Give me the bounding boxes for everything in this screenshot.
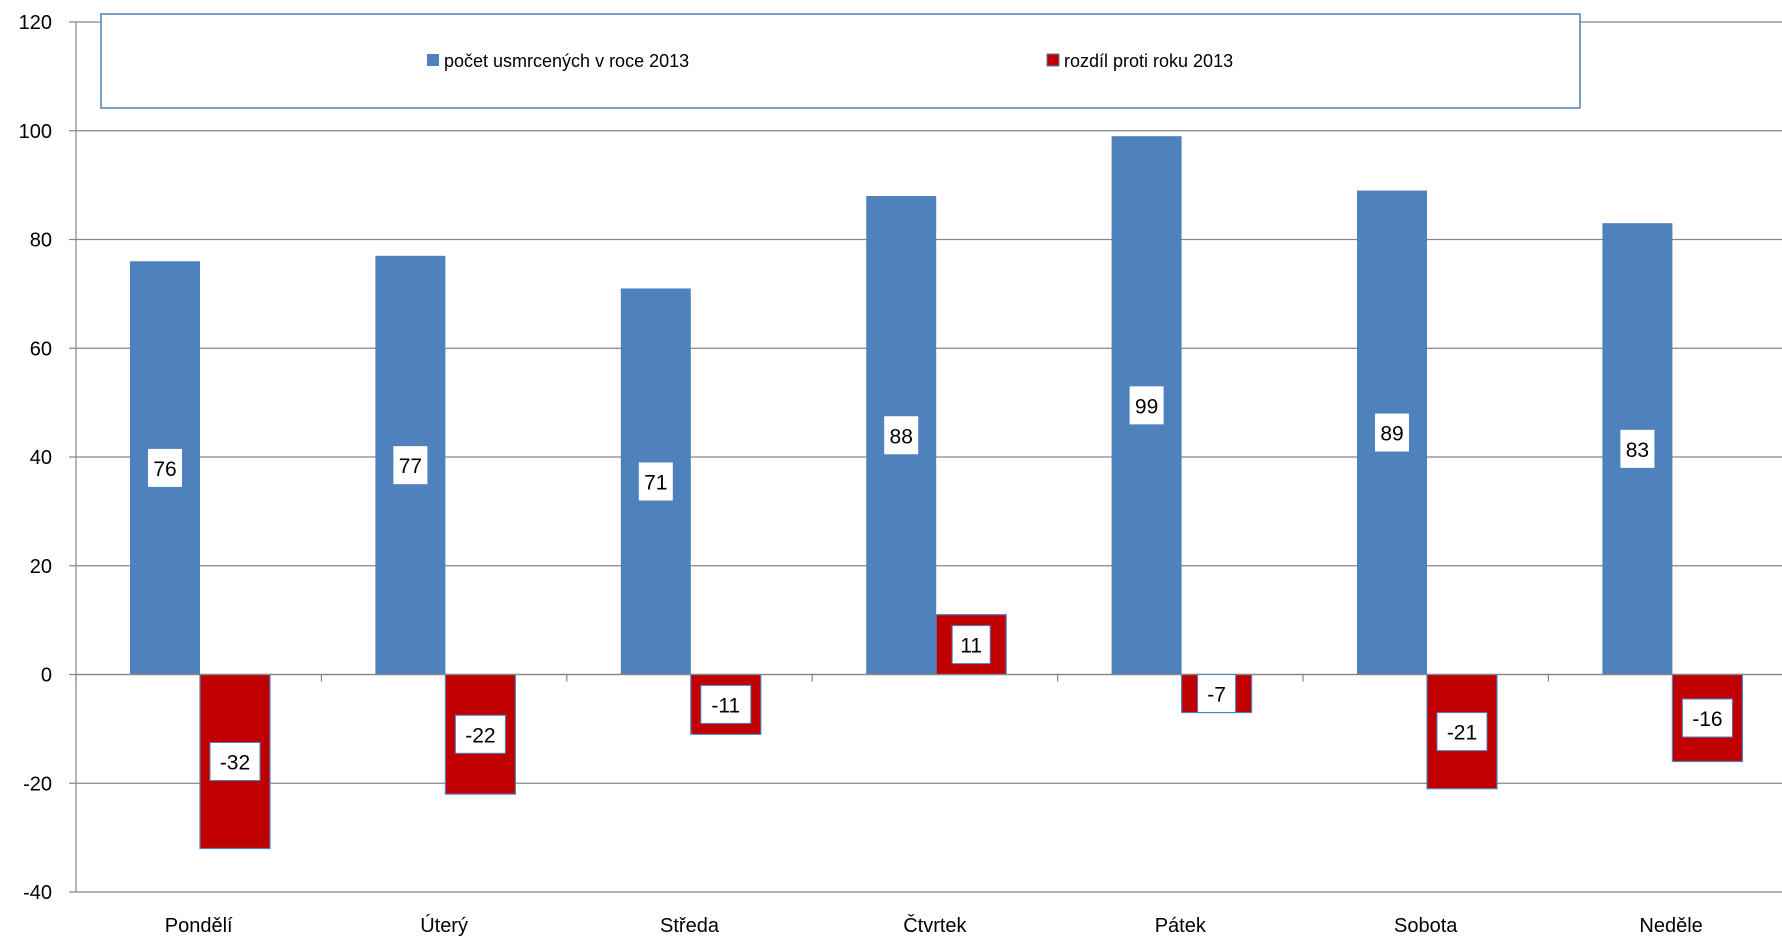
data-label-box-series-1-4	[1129, 386, 1164, 425]
data-label-series-1-4: 99	[1135, 395, 1158, 418]
data-label-series-2-6: -16	[1692, 708, 1722, 731]
data-label-box-series-1-1	[393, 446, 428, 485]
data-label-box-series-2-2	[700, 684, 752, 724]
y-tick-label-6: 0	[41, 665, 52, 687]
y-tick-label-5: 20	[30, 556, 52, 578]
legend: počet usmrcených v roce 2013 rozdíl prot…	[100, 13, 1581, 109]
data-label-series-2-0: -32	[220, 752, 250, 775]
data-label-series-2-2: -11	[711, 694, 740, 717]
legend-label-series-2: rozdíl proti roku 2013	[1064, 51, 1233, 71]
data-label-series-2-4: -7	[1207, 684, 1226, 707]
data-label-series-2-1: -22	[465, 724, 495, 747]
data-label-box-series-1-0	[148, 448, 182, 487]
data-label-series-1-1: 77	[399, 455, 422, 478]
data-label-box-series-1-6	[1620, 429, 1655, 468]
legend-label-series-1: počet usmrcených v roce 2013	[444, 51, 689, 71]
data-label-box-series-1-2	[638, 462, 673, 501]
x-category-label-1: Úterý	[420, 914, 468, 937]
data-label-box-series-1-5	[1375, 413, 1409, 452]
data-label-box-series-2-4	[1197, 674, 1237, 714]
data-label-series-1-6: 83	[1626, 439, 1649, 462]
x-category-label-3: Čtvrtek	[903, 914, 967, 937]
data-label-box-series-2-3	[951, 625, 991, 665]
data-label-series-2-5: -21	[1447, 722, 1477, 745]
x-category-label-4: Pátek	[1155, 915, 1207, 937]
data-label-series-1-3: 88	[890, 425, 913, 448]
data-label-box-series-2-6	[1681, 698, 1733, 738]
data-label-box-series-2-5	[1436, 712, 1488, 752]
y-tick-label-3: 60	[30, 338, 52, 360]
data-label-box-series-2-0	[209, 742, 261, 781]
data-label-series-1-0: 76	[153, 458, 176, 481]
bars	[130, 136, 1744, 850]
y-tick-label-1: 100	[19, 121, 52, 143]
x-category-label-5: Sobota	[1394, 915, 1458, 937]
y-tick-label-8: -40	[23, 882, 52, 904]
y-tick-label-4: 40	[30, 447, 52, 469]
legend-swatch-series-1	[427, 54, 439, 66]
data-label-series-1-2: 71	[644, 471, 667, 494]
data-label-series-2-3: 11	[960, 635, 982, 658]
data-label-box-series-1-3	[884, 416, 919, 455]
y-tick-label-2: 80	[30, 230, 52, 252]
data-label-series-1-5: 89	[1380, 423, 1403, 446]
data-label-box-series-2-1	[454, 714, 506, 754]
data-labels: 76 -32 77 -22 71 -11 88 11 99 -7 89 -21 83 -16	[148, 386, 1733, 781]
x-category-label-2: Středa	[660, 915, 720, 937]
legend-swatch-series-2	[1046, 53, 1060, 67]
legend-box	[100, 13, 1581, 109]
y-tick-label-7: -20	[23, 773, 52, 795]
x-category-label-6: Neděle	[1639, 915, 1702, 937]
x-category-label-0: Pondělí	[165, 915, 233, 937]
y-tick-label-0: 120	[19, 12, 52, 34]
axes: 120 100 80 60 40 20 0 -20 -40 Pondělí Úterý Středa Č…	[19, 12, 1782, 937]
